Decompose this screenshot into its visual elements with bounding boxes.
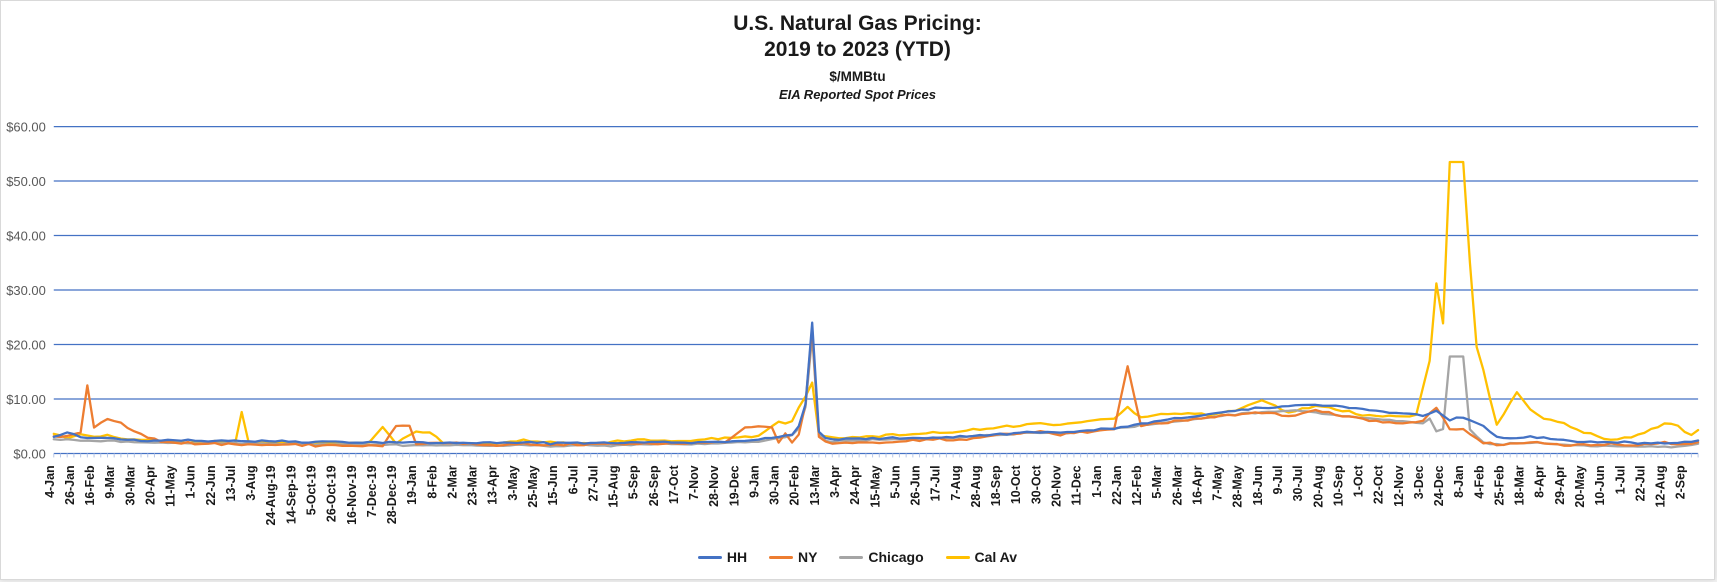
svg-text:20-May: 20-May [1573,465,1587,507]
svg-text:$50.00: $50.00 [6,174,46,189]
svg-text:20-Aug: 20-Aug [1311,465,1325,507]
svg-text:5-Oct-19: 5-Oct-19 [305,465,319,515]
svg-text:13-Mar: 13-Mar [808,465,822,505]
svg-text:24-Dec: 24-Dec [1432,465,1446,506]
svg-text:4-Jan: 4-Jan [43,465,57,498]
svg-text:1-Jul: 1-Jul [1613,465,1627,494]
svg-text:22-Jan: 22-Jan [1110,465,1124,504]
svg-text:28-Dec-19: 28-Dec-19 [385,465,399,524]
svg-text:12-Nov: 12-Nov [1392,465,1406,507]
svg-text:2-Mar: 2-Mar [445,465,459,498]
svg-text:20-Feb: 20-Feb [788,465,802,505]
svg-text:16-Apr: 16-Apr [1190,465,1204,505]
svg-text:10-Sep: 10-Sep [1331,465,1345,506]
svg-text:7-Aug: 7-Aug [949,465,963,500]
svg-text:13-Apr: 13-Apr [486,465,500,505]
svg-text:22-Jul: 22-Jul [1633,465,1647,501]
svg-text:18-Mar: 18-Mar [1513,465,1527,505]
svg-text:29-Apr: 29-Apr [1553,465,1567,505]
svg-text:24-Aug-19: 24-Aug-19 [264,465,278,525]
svg-text:3-May: 3-May [506,465,520,500]
svg-text:7-Nov: 7-Nov [687,465,701,500]
svg-text:12-Feb: 12-Feb [1130,465,1144,505]
svg-text:26-Jan: 26-Jan [63,465,77,504]
svg-text:15-May: 15-May [868,465,882,507]
svg-text:1-Jun: 1-Jun [184,465,198,498]
svg-text:20-Nov: 20-Nov [1050,465,1064,507]
svg-text:17-Jul: 17-Jul [929,465,943,501]
svg-text:3-Dec: 3-Dec [1412,465,1426,499]
svg-text:11-Dec: 11-Dec [1070,465,1084,505]
svg-text:13-Jul: 13-Jul [224,465,238,501]
svg-text:9-Jan: 9-Jan [747,465,761,498]
svg-text:4-Feb: 4-Feb [1472,465,1486,499]
svg-text:15-Aug: 15-Aug [607,465,621,507]
svg-text:27-Jul: 27-Jul [586,465,600,501]
svg-text:$10.00: $10.00 [6,392,46,407]
svg-text:3-Aug: 3-Aug [244,465,258,500]
svg-text:5-Mar: 5-Mar [1150,465,1164,498]
svg-text:17-Oct: 17-Oct [667,465,681,504]
svg-text:8-Jan: 8-Jan [1452,465,1466,498]
svg-text:30-Oct: 30-Oct [1029,465,1043,504]
svg-text:1-Jan: 1-Jan [1090,465,1104,498]
svg-text:28-Nov: 28-Nov [707,465,721,507]
svg-text:26-Mar: 26-Mar [1170,465,1184,505]
svg-text:28-May: 28-May [1231,465,1245,507]
svg-text:$20.00: $20.00 [6,337,46,352]
svg-text:3-Apr: 3-Apr [828,465,842,498]
svg-text:9-Jul: 9-Jul [1271,465,1285,494]
svg-text:19-Dec: 19-Dec [727,465,741,506]
svg-text:30-Mar: 30-Mar [123,465,137,505]
svg-text:12-Aug: 12-Aug [1654,465,1668,507]
svg-text:25-Feb: 25-Feb [1492,465,1506,505]
svg-text:8-Apr: 8-Apr [1533,465,1547,498]
svg-text:14-Sep-19: 14-Sep-19 [284,465,298,524]
svg-text:22-Oct: 22-Oct [1372,465,1386,504]
svg-text:30-Jan: 30-Jan [768,465,782,504]
svg-text:6-Jul: 6-Jul [566,465,580,494]
svg-text:7-Dec-19: 7-Dec-19 [365,465,379,517]
svg-text:26-Jun: 26-Jun [909,465,923,505]
svg-text:$40.00: $40.00 [6,229,46,244]
svg-text:18-Sep: 18-Sep [989,465,1003,506]
svg-text:7-May: 7-May [1211,465,1225,500]
svg-text:10-Jun: 10-Jun [1593,465,1607,505]
svg-text:5-Sep: 5-Sep [627,465,641,499]
svg-text:23-Mar: 23-Mar [466,465,480,505]
svg-text:10-Oct: 10-Oct [1009,465,1023,504]
svg-text:15-Jun: 15-Jun [546,465,560,505]
svg-text:9-Mar: 9-Mar [103,465,117,498]
svg-text:22-Jun: 22-Jun [204,465,218,505]
svg-text:$30.00: $30.00 [6,283,46,298]
svg-text:5-Jun: 5-Jun [888,465,902,498]
svg-text:16-Nov-19: 16-Nov-19 [345,465,359,525]
svg-text:24-Apr: 24-Apr [848,465,862,505]
svg-text:28-Aug: 28-Aug [969,465,983,507]
svg-text:26-Oct-19: 26-Oct-19 [325,465,339,522]
svg-text:$0.00: $0.00 [13,446,45,461]
svg-text:19-Jan: 19-Jan [405,465,419,504]
svg-text:25-May: 25-May [526,465,540,507]
svg-text:$60.00: $60.00 [6,120,46,135]
svg-text:11-May: 11-May [164,465,178,507]
svg-text:30-Jul: 30-Jul [1291,465,1305,501]
svg-text:8-Feb: 8-Feb [425,465,439,499]
svg-text:18-Jun: 18-Jun [1251,465,1265,505]
svg-text:2-Sep: 2-Sep [1674,465,1688,499]
svg-text:20-Apr: 20-Apr [143,465,157,505]
svg-text:1-Oct: 1-Oct [1352,465,1366,497]
svg-text:16-Feb: 16-Feb [83,465,97,505]
svg-text:26-Sep: 26-Sep [647,465,661,506]
